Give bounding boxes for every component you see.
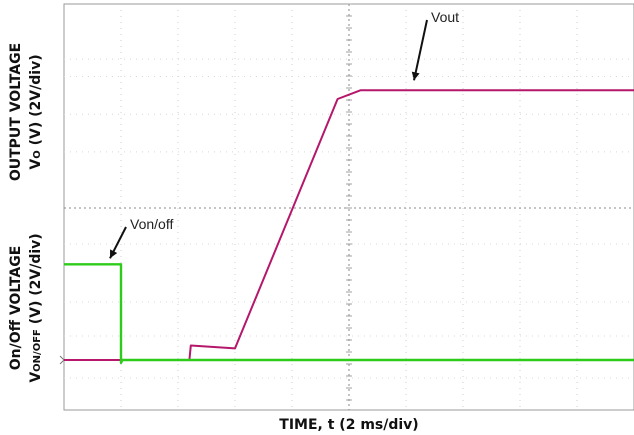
- annotation-vout-arrow-head: [411, 71, 420, 81]
- xlabel: TIME, t (2 ms/div): [279, 417, 418, 433]
- ylabel-bottom-sub: ON/OFF: [32, 329, 43, 372]
- chart-annotations: Vout Von/off: [109, 9, 459, 259]
- ylabel-top-line2: VO (V) (2V/div): [28, 54, 44, 169]
- ground-marker: [59, 355, 65, 365]
- series-line-von-off: [64, 263, 634, 365]
- annotation-vout-arrow-line: [413, 19, 428, 81]
- chart-traces: [64, 89, 634, 365]
- ylabel-top-sub: O: [32, 150, 43, 159]
- ylabel-bottom-line2: VON/OFF (V) (2V/div): [28, 233, 44, 382]
- annotation-vout-label: Vout: [431, 9, 459, 25]
- ylabel-top-prefix: V: [28, 159, 44, 170]
- chart-grid: [59, 3, 634, 411]
- ylabel-bottom-line1: On/Off VOLTAGE: [8, 246, 24, 371]
- annotation-von-off-label: Von/off: [130, 216, 173, 232]
- ylabel-bottom-suffix: (V) (2V/div): [28, 233, 44, 329]
- ylabel-top-suffix: (V) (2V/div): [28, 54, 44, 150]
- annotation-von-off-arrow-head: [110, 249, 118, 259]
- plot-border: [63, 3, 634, 411]
- ylabel-bottom-prefix: V: [28, 372, 44, 383]
- ylabel-top-line1: OUTPUT VOLTAGE: [8, 43, 24, 181]
